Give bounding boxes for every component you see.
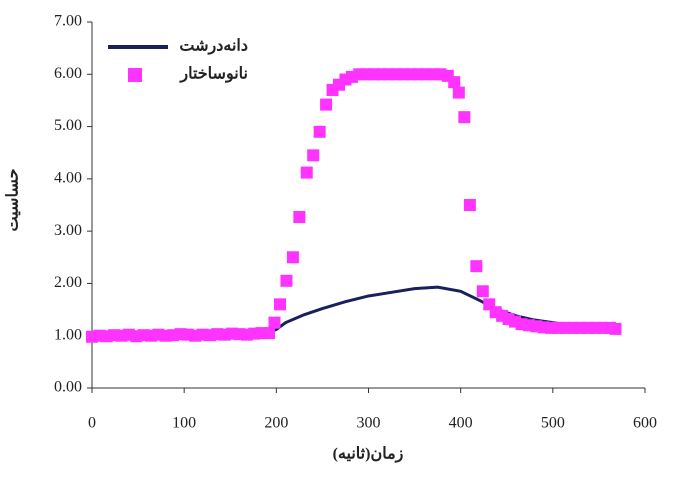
y-tick-label: 1.00 — [54, 326, 82, 343]
marker — [300, 166, 313, 179]
marker — [470, 260, 483, 273]
y-tick-label: 0.00 — [54, 379, 82, 396]
legend-swatch — [128, 68, 142, 82]
legend-label: نانوساختار — [179, 66, 248, 84]
marker — [458, 111, 471, 124]
marker — [609, 322, 622, 335]
marker — [313, 125, 326, 138]
y-tick-label: 6.00 — [54, 65, 82, 82]
marker — [262, 327, 275, 340]
marker — [248, 327, 261, 340]
x-tick-label: 100 — [172, 415, 196, 432]
x-tick-label: 200 — [264, 415, 288, 432]
x-tick-label: 300 — [357, 415, 381, 432]
x-tick-label: 600 — [633, 415, 657, 432]
y-tick-label: 4.00 — [54, 170, 82, 187]
marker — [452, 86, 465, 99]
marker — [448, 76, 461, 89]
y-tick-label: 5.00 — [54, 117, 82, 134]
marker — [268, 316, 281, 329]
marker — [320, 98, 333, 111]
marker — [476, 285, 489, 298]
legend-label: دانه‌درشت — [179, 38, 248, 56]
x-tick-label: 500 — [541, 415, 565, 432]
y-tick-label: 7.00 — [54, 13, 82, 30]
marker — [463, 199, 476, 211]
marker — [286, 251, 299, 264]
marker — [307, 149, 320, 162]
y-axis-label: حساسیت — [5, 168, 22, 231]
marker — [274, 298, 287, 311]
x-tick-label: 0 — [88, 415, 96, 432]
y-tick-label: 3.00 — [54, 222, 82, 239]
marker — [293, 211, 306, 224]
y-tick-label: 2.00 — [54, 274, 82, 291]
x-axis-label: زمان(ثانیه) — [333, 446, 404, 464]
x-tick-label: 400 — [449, 415, 473, 432]
marker — [280, 274, 293, 287]
